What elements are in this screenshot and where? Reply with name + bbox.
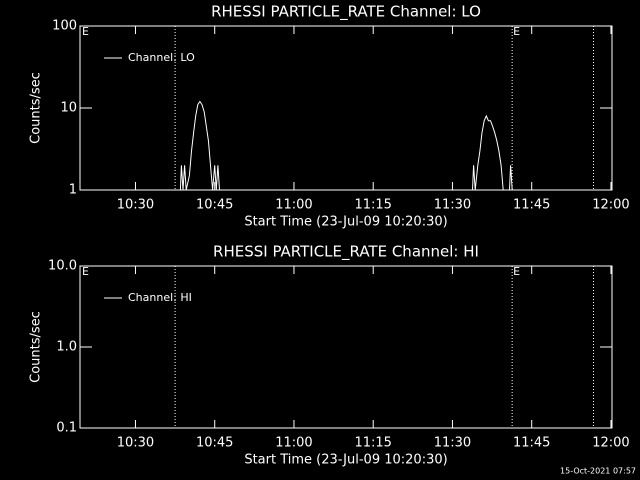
legend-label: Channel: LO bbox=[128, 51, 195, 64]
x-tick-label: 10:45 bbox=[196, 436, 233, 451]
y-tick-label: 100 bbox=[52, 19, 77, 34]
flag-label: E bbox=[82, 265, 89, 278]
flag-label: E bbox=[513, 265, 520, 278]
x-tick-label: 10:30 bbox=[117, 436, 154, 451]
x-tick-label: 12:00 bbox=[592, 436, 629, 451]
flag-label: E bbox=[513, 25, 520, 38]
x-tick-label: 11:15 bbox=[354, 198, 391, 213]
x-tick-label: 11:45 bbox=[513, 436, 550, 451]
y-axis-label: Counts/sec bbox=[29, 72, 44, 144]
footer: 15-Oct-2021 07:57 bbox=[560, 467, 636, 476]
x-tick-label: 11:00 bbox=[275, 198, 312, 213]
x-axis-label: Start Time (23-Jul-09 10:20:30) bbox=[244, 215, 447, 230]
data-line bbox=[82, 100, 611, 190]
x-tick-label: 11:00 bbox=[275, 436, 312, 451]
y-tick-label: 10 bbox=[60, 101, 77, 116]
chart-title: RHESSI PARTICLE_RATE Channel: LO bbox=[211, 3, 481, 22]
flag-label: E bbox=[82, 25, 89, 38]
x-tick-label: 11:30 bbox=[434, 198, 471, 213]
plot-area bbox=[82, 100, 611, 190]
x-tick-label: 10:45 bbox=[196, 198, 233, 213]
x-tick-label: 11:30 bbox=[434, 436, 471, 451]
y-tick-label: 0.1 bbox=[56, 421, 77, 436]
x-tick-label: 10:30 bbox=[117, 198, 154, 213]
x-tick-label: 12:00 bbox=[592, 198, 629, 213]
x-axis-label: Start Time (23-Jul-09 10:20:30) bbox=[244, 453, 447, 468]
y-tick-label: 1 bbox=[69, 183, 77, 198]
y-tick-label: 1.0 bbox=[56, 340, 77, 355]
chart-title: RHESSI PARTICLE_RATE Channel: HI bbox=[213, 243, 479, 262]
y-tick-label: 10.0 bbox=[48, 259, 77, 274]
x-tick-label: 11:15 bbox=[354, 436, 391, 451]
x-tick-label: 11:45 bbox=[513, 198, 550, 213]
y-axis-label: Counts/sec bbox=[29, 311, 44, 383]
legend-label: Channel: HI bbox=[128, 291, 192, 304]
